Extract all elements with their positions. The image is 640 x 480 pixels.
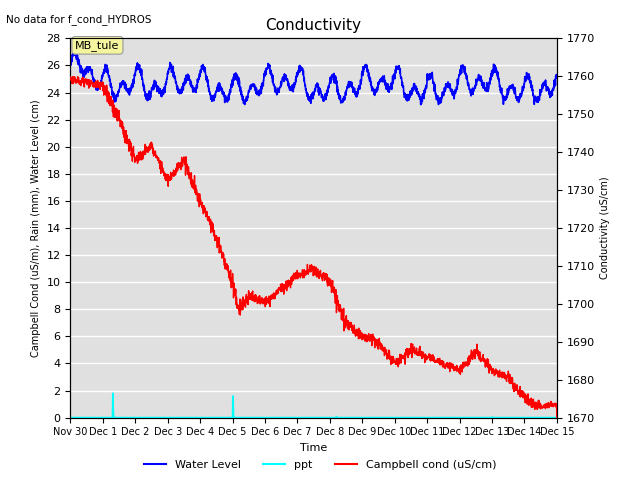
Y-axis label: Conductivity (uS/cm): Conductivity (uS/cm)	[600, 177, 611, 279]
Text: MB_tule: MB_tule	[76, 40, 120, 51]
Y-axis label: Campbell Cond (uS/m), Rain (mm), Water Level (cm): Campbell Cond (uS/m), Rain (mm), Water L…	[31, 99, 41, 357]
Text: No data for f_cond_HYDROS: No data for f_cond_HYDROS	[6, 14, 152, 25]
X-axis label: Time: Time	[300, 443, 327, 453]
Title: Conductivity: Conductivity	[266, 18, 362, 33]
Legend: Water Level, ppt, Campbell cond (uS/cm): Water Level, ppt, Campbell cond (uS/cm)	[140, 456, 500, 474]
